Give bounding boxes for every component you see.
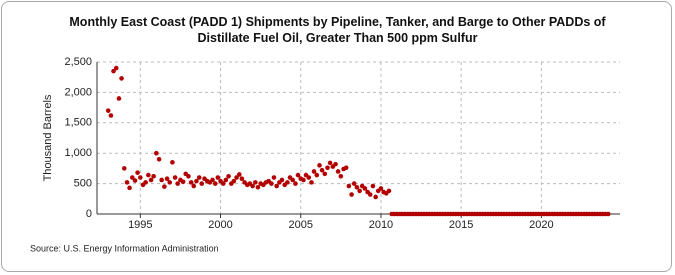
point xyxy=(370,183,376,189)
point xyxy=(605,211,611,217)
point xyxy=(309,180,314,185)
point xyxy=(237,172,242,177)
point xyxy=(349,192,354,197)
point xyxy=(274,183,279,189)
point xyxy=(210,177,215,183)
point xyxy=(314,172,320,178)
point xyxy=(317,163,322,168)
point xyxy=(188,180,194,185)
x-tick-label: 1995 xyxy=(128,219,152,231)
point xyxy=(378,186,384,191)
point xyxy=(129,175,135,180)
y-tick-label: 2,000 xyxy=(64,86,92,98)
point xyxy=(226,174,231,179)
point xyxy=(293,181,298,186)
point xyxy=(146,172,151,178)
point xyxy=(167,180,172,185)
point xyxy=(386,188,392,194)
point xyxy=(138,175,143,180)
point xyxy=(186,174,191,179)
point xyxy=(132,178,138,183)
point xyxy=(338,174,344,179)
y-tick-label: 2,500 xyxy=(64,56,92,68)
y-tick-label: 1,500 xyxy=(64,117,92,129)
point xyxy=(199,181,205,186)
point xyxy=(373,194,378,200)
y-axis-label: Thousand Barrels xyxy=(42,94,54,181)
point xyxy=(159,177,164,183)
point xyxy=(234,175,239,180)
point xyxy=(253,180,258,185)
point xyxy=(306,175,312,180)
x-tick-label: 2010 xyxy=(369,219,393,231)
point xyxy=(322,171,328,177)
point xyxy=(135,170,140,175)
point xyxy=(220,181,226,186)
point xyxy=(367,192,373,197)
point xyxy=(113,65,119,71)
point xyxy=(127,185,132,191)
point xyxy=(301,177,306,183)
point xyxy=(105,108,111,113)
point xyxy=(239,176,245,182)
point xyxy=(325,165,330,171)
point xyxy=(343,165,349,171)
point xyxy=(311,169,317,174)
y-tick-label: 500 xyxy=(74,178,92,190)
point xyxy=(357,188,362,194)
point xyxy=(162,184,167,189)
point xyxy=(271,175,277,180)
point xyxy=(116,96,122,101)
point xyxy=(354,184,360,190)
point xyxy=(196,175,202,180)
point xyxy=(223,177,229,183)
point xyxy=(269,181,274,186)
point xyxy=(362,186,368,191)
point xyxy=(351,181,357,186)
y-tick-label: 1,000 xyxy=(64,147,92,159)
point xyxy=(279,177,285,183)
point xyxy=(154,150,159,156)
x-tick-label: 2015 xyxy=(449,219,473,231)
point xyxy=(319,167,325,173)
x-tick-label: 2005 xyxy=(289,219,313,231)
point xyxy=(151,174,156,179)
x-tick-label: 2020 xyxy=(529,219,553,231)
point xyxy=(180,179,186,185)
chart-title: Monthly East Coast (PADD 1) Shipments by… xyxy=(69,15,606,45)
point xyxy=(212,181,218,186)
point xyxy=(191,183,197,189)
point xyxy=(194,178,199,184)
point xyxy=(164,176,170,182)
point xyxy=(250,183,255,189)
point xyxy=(175,181,180,186)
frame xyxy=(1,1,672,272)
point xyxy=(333,161,338,167)
point xyxy=(148,177,154,183)
point xyxy=(255,184,261,190)
x-tick-label: 2000 xyxy=(208,219,232,231)
point xyxy=(111,68,116,74)
y-tick-label: 0 xyxy=(86,208,92,220)
point xyxy=(327,160,333,166)
point xyxy=(335,169,341,174)
point xyxy=(170,160,175,165)
title-box: Monthly East Coast (PADD 1) Shipments by… xyxy=(0,14,675,46)
point xyxy=(119,76,124,81)
point xyxy=(215,175,221,180)
point xyxy=(231,178,237,184)
point xyxy=(346,183,352,189)
source: Source: U.S. Energy Information Administ… xyxy=(30,243,219,253)
point xyxy=(295,172,301,178)
point xyxy=(172,175,178,180)
point xyxy=(121,166,127,171)
point xyxy=(290,177,296,183)
point xyxy=(108,113,114,118)
point xyxy=(124,180,130,185)
point xyxy=(285,180,290,185)
point xyxy=(156,156,162,162)
point xyxy=(143,180,148,185)
